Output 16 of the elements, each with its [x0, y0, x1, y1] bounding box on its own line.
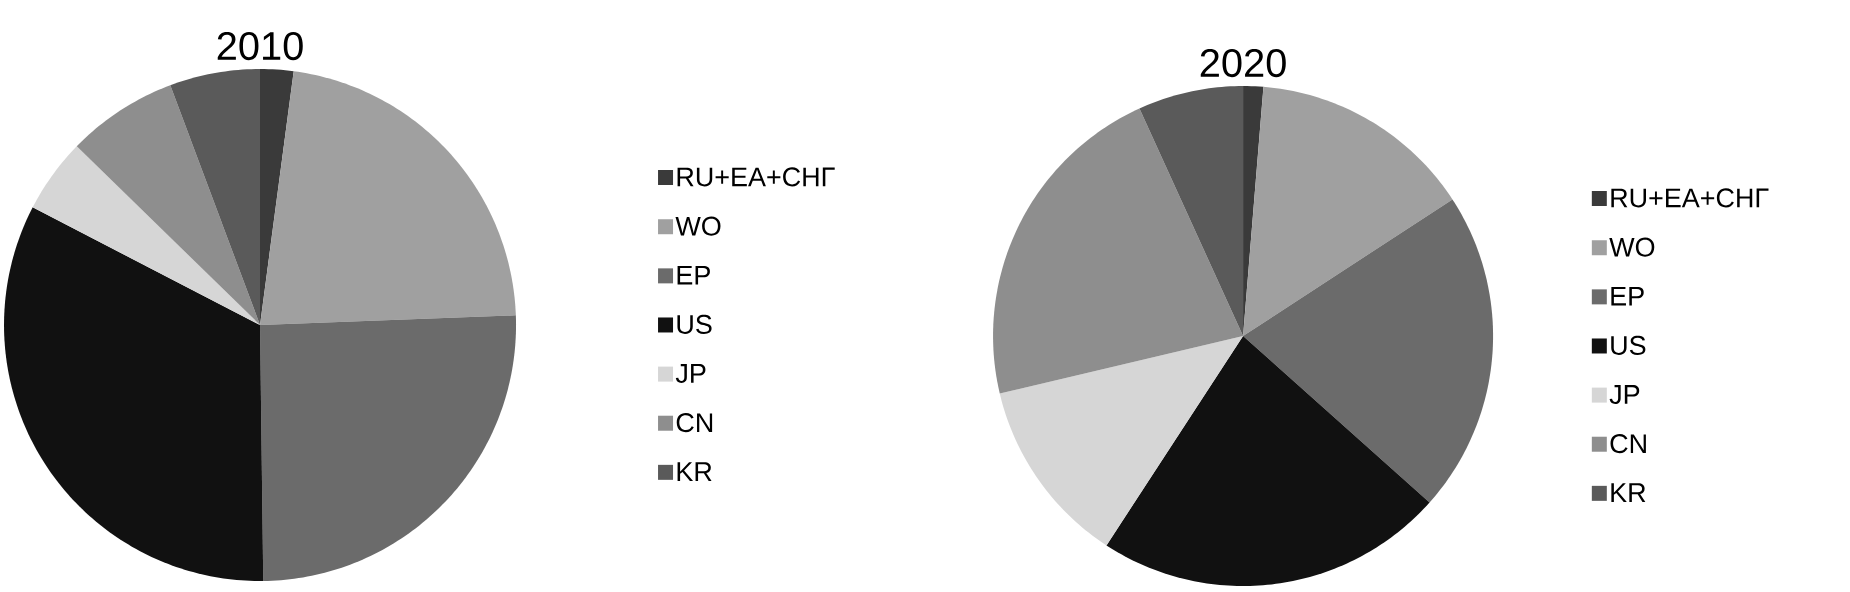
legend-label: RU+EA+СНГ — [1611, 188, 1769, 208]
legend-label: WO — [675, 216, 721, 236]
legend-label: RU+EA+СНГ — [677, 167, 835, 187]
legend-label: WO — [1609, 237, 1655, 257]
legend-label: CN — [1610, 434, 1646, 454]
legend-label: KR — [1611, 483, 1646, 502]
legend-label: US — [1611, 335, 1646, 355]
chart-title: 2010 — [217, 31, 303, 61]
legend-label: CN — [676, 413, 713, 433]
chart-title: 2020 — [1200, 48, 1286, 78]
legend-label: JP — [675, 364, 706, 383]
legend-label: JP — [1609, 385, 1640, 404]
legend-label: EP — [677, 265, 710, 285]
legend-label: KR — [677, 462, 712, 481]
legend-label: US — [677, 314, 712, 334]
legend-label: EP — [1611, 286, 1644, 306]
